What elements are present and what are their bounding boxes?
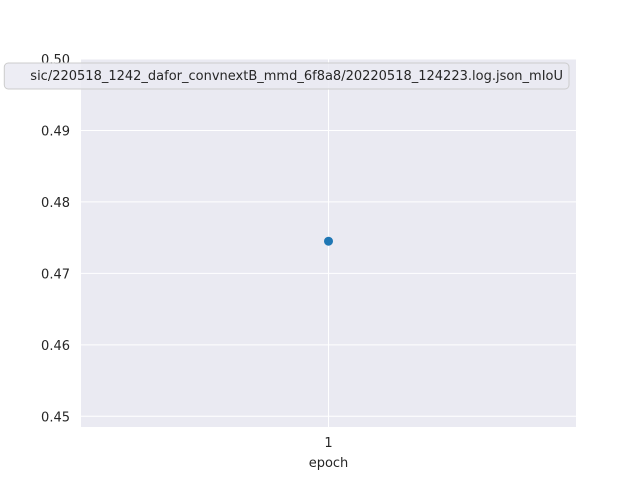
grid [81, 58, 576, 427]
x-axis: 1 [324, 436, 332, 451]
legend-label: sic/220518_1242_dafor_convnextB_mmd_6f8a… [30, 69, 563, 84]
y-tick-label: 0.46 [41, 339, 70, 354]
x-axis-label: epoch [309, 456, 349, 471]
y-tick-label: 0.48 [41, 196, 70, 211]
x-tick-label: 1 [324, 436, 332, 451]
legend: sic/220518_1242_dafor_convnextB_mmd_6f8a… [3, 62, 570, 90]
y-tick-label: 0.49 [41, 124, 70, 139]
y-tick-label: 0.45 [41, 410, 70, 425]
legend-box [3, 62, 570, 90]
series-marks [324, 236, 333, 246]
y-axis: 0.450.460.470.480.490.50 [41, 53, 70, 425]
y-tick-label: 0.47 [41, 267, 70, 282]
data-point [324, 236, 333, 246]
